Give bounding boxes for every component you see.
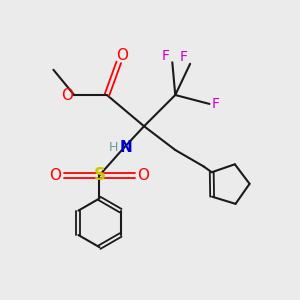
Text: F: F bbox=[162, 50, 170, 63]
Text: O: O bbox=[61, 88, 73, 103]
Text: F: F bbox=[212, 97, 220, 111]
Text: O: O bbox=[116, 48, 128, 63]
Text: N: N bbox=[120, 140, 133, 154]
Text: O: O bbox=[50, 168, 61, 183]
Text: F: F bbox=[180, 50, 188, 64]
Text: S: S bbox=[94, 166, 106, 184]
Text: H: H bbox=[109, 140, 119, 154]
Text: O: O bbox=[137, 168, 149, 183]
